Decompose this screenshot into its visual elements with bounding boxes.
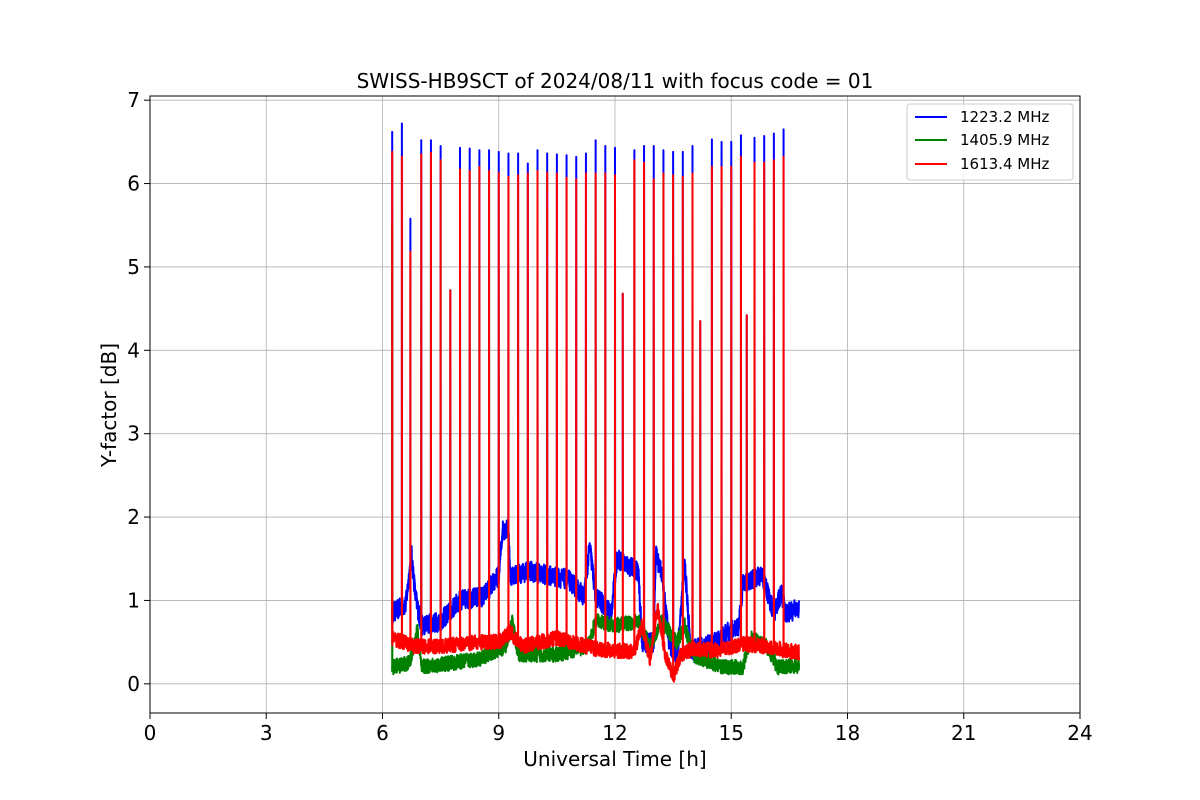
legend: 1223.2 MHz 1405.9 MHz 1613.4 MHz bbox=[906, 103, 1074, 181]
x-tick-label: 24 bbox=[1067, 721, 1092, 745]
y-axis-label: Y-factor [dB] bbox=[97, 343, 121, 468]
y-tick-label: 6 bbox=[127, 172, 140, 196]
x-tick-label: 9 bbox=[492, 721, 505, 745]
y-tick-label: 4 bbox=[127, 338, 140, 362]
y-tick-label: 0 bbox=[127, 672, 140, 696]
chart-title: SWISS-HB9SCT of 2024/08/11 with focus co… bbox=[357, 69, 874, 93]
x-tick-label: 18 bbox=[835, 721, 860, 745]
y-tick-label: 5 bbox=[127, 255, 140, 279]
y-tick-label: 1 bbox=[127, 588, 140, 612]
y-tick-label: 2 bbox=[127, 505, 140, 529]
x-tick-label: 6 bbox=[376, 721, 389, 745]
y-tick-label: 7 bbox=[127, 88, 140, 112]
series-layer bbox=[391, 122, 801, 683]
x-axis: 0 3 6 9 12 15 18 21 24 bbox=[144, 713, 1093, 745]
y-tick-label: 3 bbox=[127, 422, 140, 446]
y-axis: 0 1 2 3 4 5 6 7 bbox=[127, 88, 150, 696]
legend-label-1405: 1405.9 MHz bbox=[960, 131, 1049, 149]
x-axis-label: Universal Time [h] bbox=[523, 747, 706, 771]
legend-label-1613: 1613.4 MHz bbox=[960, 155, 1049, 173]
x-tick-label: 3 bbox=[260, 721, 273, 745]
x-tick-label: 15 bbox=[719, 721, 744, 745]
x-tick-label: 21 bbox=[951, 721, 976, 745]
x-tick-label: 0 bbox=[144, 721, 157, 745]
legend-label-1223: 1223.2 MHz bbox=[960, 108, 1049, 126]
series-line-3 bbox=[391, 150, 801, 683]
x-tick-label: 12 bbox=[602, 721, 627, 745]
legend-box bbox=[906, 103, 1074, 181]
